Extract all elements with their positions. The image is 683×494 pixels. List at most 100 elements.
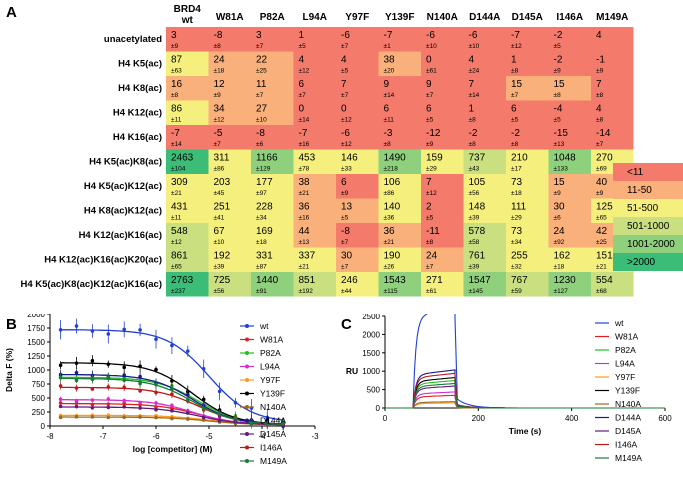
heatmap-cell: [208, 272, 251, 297]
cell-value: 9: [384, 79, 390, 90]
cell-value: 270: [596, 153, 613, 164]
cell-error: ±237: [171, 288, 186, 295]
heatmap-cell: [208, 125, 251, 150]
data-point: [201, 397, 206, 402]
heatmap-cell: [548, 27, 591, 52]
cell-error: ±5: [426, 117, 434, 124]
heatmap-cell: [463, 149, 506, 174]
cell-error: ±29: [426, 166, 437, 173]
heatmap-cell: [506, 174, 549, 199]
heatmap-cell: [293, 247, 336, 272]
heatmap-cell: [548, 174, 591, 199]
data-point: [233, 400, 238, 405]
cell-error: ±11: [171, 215, 182, 222]
cell-value: 190: [384, 251, 401, 262]
data-point: [138, 374, 142, 379]
cell-error: ±11: [384, 117, 395, 124]
data-point: [106, 397, 111, 401]
heatmap-cell: [336, 272, 379, 297]
legend-label: Y139F: [615, 386, 640, 396]
data-point: [122, 378, 126, 383]
data-point: [74, 386, 79, 390]
data-point: [170, 416, 174, 421]
cell-error: ±61: [426, 288, 437, 295]
cell-error: ±5: [299, 43, 307, 50]
cell-error: ±92: [554, 239, 565, 246]
legend-label: I146A: [260, 443, 283, 453]
cell-error: ±13: [299, 239, 310, 246]
cell-error: ±127: [554, 288, 569, 295]
cell-error: ±61: [426, 68, 437, 75]
cell-value: -1: [596, 55, 605, 66]
row-label: H4 K8(ac): [118, 83, 162, 94]
data-point: [90, 377, 95, 381]
cell-error: ±8: [214, 43, 222, 50]
cell-value: 73: [511, 226, 523, 237]
data-point: [90, 398, 95, 402]
cell-value: -7: [511, 30, 520, 41]
data-point: [122, 415, 126, 420]
heatmap-cell: [251, 272, 294, 297]
cell-value: 7: [426, 177, 432, 188]
data-point: [154, 405, 158, 409]
x-tick-label: 600: [658, 414, 672, 423]
heatmap-cell: [421, 51, 464, 76]
heatmap-cell: [378, 174, 421, 199]
data-point: [58, 363, 63, 368]
heatmap-cell: [166, 51, 209, 76]
cell-error: ±104: [171, 166, 186, 173]
cell-error: ±7: [214, 141, 222, 148]
cell-error: ±7: [426, 92, 434, 99]
data-point: [170, 392, 174, 396]
data-point: [186, 417, 190, 421]
heatmap-cell: [548, 125, 591, 150]
y-tick-label: 0: [41, 422, 46, 431]
heatmap-cell: [208, 149, 251, 174]
cell-error: ±13: [554, 141, 565, 148]
data-point: [217, 411, 222, 416]
heatmap-cell: [336, 174, 379, 199]
x-tick-label: 400: [565, 414, 579, 423]
cell-value: -6: [469, 30, 478, 41]
y-tick-label: 750: [32, 380, 46, 389]
legend-label: Y139F: [260, 389, 285, 399]
data-point: [138, 406, 142, 410]
cell-value: 2463: [171, 153, 194, 164]
heatmap-cell: [463, 27, 506, 52]
cell-error: ±7: [299, 92, 307, 99]
heatmap-cell: [463, 100, 506, 125]
cell-error: ±18: [554, 264, 565, 271]
heatmap-cell: [251, 174, 294, 199]
data-point: [217, 418, 222, 423]
legend-label: wt: [259, 321, 269, 331]
data-point: [154, 401, 158, 405]
cell-value: -7: [299, 128, 308, 139]
cell-error: ±7: [341, 92, 349, 99]
cell-error: ±115: [384, 288, 398, 295]
cell-value: 30: [554, 202, 566, 213]
cell-value: 2763: [171, 275, 194, 286]
data-point: [265, 422, 270, 426]
cell-value: 87: [171, 55, 183, 66]
row-label: H4 K12(ac)K16(ac): [79, 230, 162, 241]
cell-value: 7: [341, 79, 347, 90]
heatmap-cell: [463, 76, 506, 101]
cell-value: -8: [256, 128, 265, 139]
heatmap-cell: [166, 272, 209, 297]
cell-error: ±7: [596, 141, 604, 148]
x-tick-label: 200: [472, 414, 486, 423]
cell-value: -2: [511, 128, 520, 139]
cell-value: 767: [511, 275, 528, 286]
cell-error: ±12: [341, 117, 352, 124]
heatmap-cell: [378, 223, 421, 248]
heatmap-cell: [293, 198, 336, 223]
heatmap-cell: [336, 51, 379, 76]
data-point: [170, 408, 174, 413]
heatmap-cell: [208, 198, 251, 223]
heatmap-cell: [591, 272, 634, 297]
data-point: [154, 367, 158, 372]
data-point: [58, 401, 63, 405]
legend-item: 501-1000: [613, 217, 683, 235]
cell-error: ±8: [511, 141, 519, 148]
heatmap-cell: [378, 149, 421, 174]
